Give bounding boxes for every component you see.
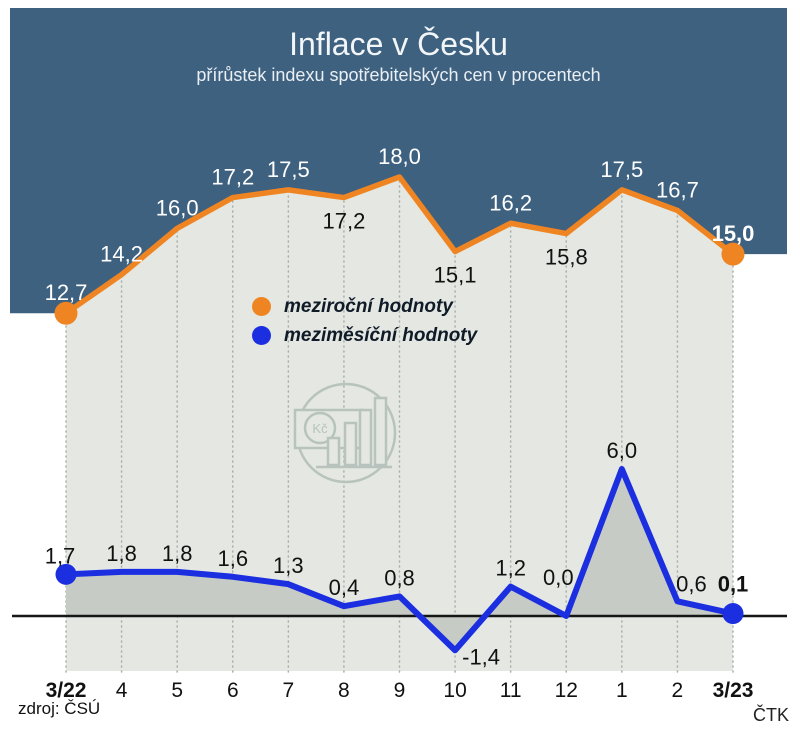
value-label: 17,5 xyxy=(267,157,310,182)
value-label: 0,1 xyxy=(718,572,749,597)
value-label: 17,2 xyxy=(322,209,365,234)
chart-header: Inflace v Česku přírůstek indexu spotřeb… xyxy=(10,0,787,85)
yearly-series-dot-icon xyxy=(252,297,271,316)
legend: meziroční hodnoty meziměsíční hodnoty xyxy=(252,296,477,354)
x-tick-label: 8 xyxy=(338,679,350,702)
x-tick-label: 10 xyxy=(443,679,466,702)
x-tick-label: 9 xyxy=(394,679,406,702)
value-label: 17,5 xyxy=(600,157,643,182)
legend-label: meziroční hodnoty xyxy=(284,295,453,317)
chart-labels-layer: 12,714,216,017,2 17,517,218,015,116,215,8… xyxy=(45,144,755,702)
x-tick-label: 12 xyxy=(555,679,578,702)
value-label: 14,2 xyxy=(100,242,143,267)
value-label: 1,3 xyxy=(273,553,304,578)
x-tick-label: 6 xyxy=(227,679,239,702)
endpoint-dot xyxy=(55,563,77,585)
monthly-series-line xyxy=(63,466,736,654)
page-title: Inflace v Česku xyxy=(289,26,508,62)
agency-credit: ČTK xyxy=(753,705,789,725)
value-label: 1,2 xyxy=(495,556,526,581)
value-label: 0,6 xyxy=(676,571,707,596)
yearly-series-line xyxy=(63,174,736,316)
endpoint-dot xyxy=(721,242,745,266)
ctk-logo-watermark: Kč xyxy=(293,382,397,484)
endpoint-dot xyxy=(54,301,78,325)
x-tick-label: 5 xyxy=(171,679,183,702)
value-label: 0,8 xyxy=(384,565,415,590)
dark-sky-area xyxy=(10,8,787,314)
x-tick-label: 4 xyxy=(116,679,128,702)
value-label: 15,0 xyxy=(712,221,755,246)
value-label: 0,4 xyxy=(329,575,360,600)
value-label: 16,2 xyxy=(489,190,532,215)
endpoint-dot xyxy=(722,603,744,625)
value-label: 12,7 xyxy=(45,280,88,305)
value-label: 16,7 xyxy=(656,177,699,202)
value-label: 15,8 xyxy=(545,245,588,270)
watermark-kc-circle xyxy=(303,411,337,445)
watermark-bar xyxy=(343,421,358,467)
watermark-bar xyxy=(326,436,341,467)
value-label: 15,1 xyxy=(434,263,477,288)
monthly-series-dot-icon xyxy=(252,326,271,345)
page-subtitle: přírůstek indexu spotřebitelských cen v … xyxy=(196,65,601,85)
value-label: 18,0 xyxy=(378,144,421,169)
x-tick-label: 3/22 xyxy=(46,679,87,702)
source-credit: zdroj: ČSÚ xyxy=(18,699,101,718)
chart-shapes-layer xyxy=(10,8,787,654)
monthly-area-fill xyxy=(66,469,733,651)
x-tick-label: 2 xyxy=(672,679,684,702)
watermark-bar xyxy=(358,408,373,467)
x-tick-label: 7 xyxy=(282,679,294,702)
x-tick-label: 1 xyxy=(616,679,628,702)
value-label: 1,6 xyxy=(218,546,249,571)
value-label: 16,0 xyxy=(156,195,199,220)
legend-item-yearly: meziroční hodnoty xyxy=(252,296,477,317)
value-label: 17,2 xyxy=(211,165,254,190)
value-label: 1,8 xyxy=(162,541,193,566)
legend-label: meziměsíční hodnoty xyxy=(284,324,478,346)
watermark-bar xyxy=(373,396,388,467)
value-label: 1,8 xyxy=(106,541,137,566)
value-label: -1,4 xyxy=(462,644,500,669)
legend-item-monthly: meziměsíční hodnoty xyxy=(252,325,477,346)
watermark-currency-label: Kč xyxy=(312,421,328,436)
value-label: 0,0 xyxy=(543,565,574,590)
x-tick-label: 11 xyxy=(500,679,522,702)
value-label: 1,7 xyxy=(45,543,76,568)
x-tick-label: 3/23 xyxy=(713,679,754,702)
value-label: 6,0 xyxy=(607,438,638,463)
